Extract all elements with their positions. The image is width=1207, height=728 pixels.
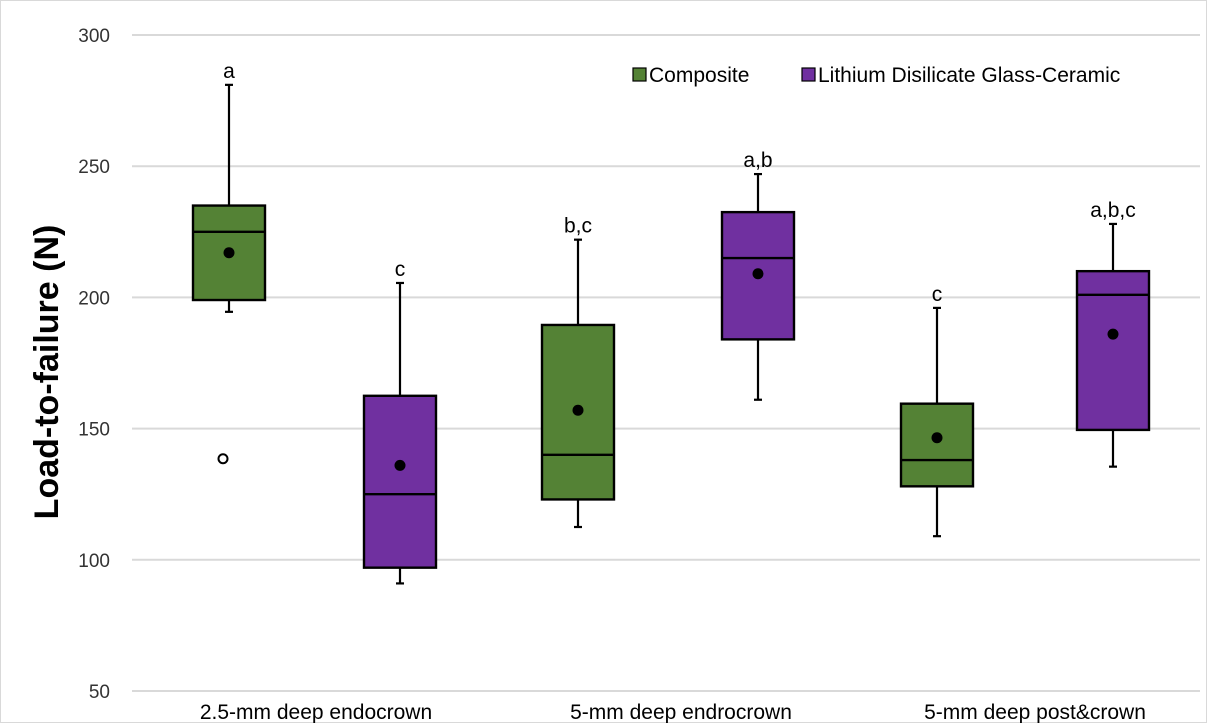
iqr-box xyxy=(362,394,438,569)
y-tick-label: 50 xyxy=(89,682,110,703)
mean-marker xyxy=(394,459,406,471)
y-axis-ticks: 50 100 150 200 250 300 xyxy=(78,26,110,703)
box-composite-1: b,c xyxy=(540,215,616,529)
y-tick-label: 200 xyxy=(78,288,110,309)
x-category-label: 5-mm deep post&crown xyxy=(924,701,1146,723)
mean-marker xyxy=(223,247,235,259)
gridlines xyxy=(132,34,1200,692)
x-axis-category-labels: 2.5-mm deep endocrown 5-mm deep endrocrow… xyxy=(200,701,1146,724)
box-lithium-disilicate-glass-ceramic-1: a,b xyxy=(720,149,796,401)
y-tick-label: 100 xyxy=(78,551,110,572)
legend-label-composite: Composite xyxy=(649,64,749,87)
significance-label: a xyxy=(223,60,235,83)
significance-label: c xyxy=(395,258,406,281)
mean-marker xyxy=(931,432,943,444)
mean-marker xyxy=(572,404,584,416)
y-tick-label: 300 xyxy=(78,26,110,47)
significance-label: a,b,c xyxy=(1090,199,1136,222)
x-category-label: 2.5-mm deep endocrown xyxy=(200,701,432,723)
box-lithium-disilicate-glass-ceramic-0: c xyxy=(362,258,438,585)
y-tick-label: 250 xyxy=(78,157,110,178)
significance-label: a,b xyxy=(743,149,772,172)
y-axis-title: Load-to-failure (N) xyxy=(28,225,66,520)
y-tick-label: 150 xyxy=(78,420,110,441)
legend: Composite Lithium Disilicate Glass-Ceram… xyxy=(632,64,1120,87)
legend-swatch-composite xyxy=(632,67,647,82)
box-composite-0: a xyxy=(191,60,267,465)
iqr-box xyxy=(899,402,975,488)
significance-label: c xyxy=(932,283,943,306)
legend-swatch-lithium-disilicate xyxy=(801,67,816,82)
legend-label-lithium-disilicate: Lithium Disilicate Glass-Ceramic xyxy=(818,64,1120,87)
mean-marker xyxy=(1107,328,1119,340)
significance-label: b,c xyxy=(564,215,592,238)
box-lithium-disilicate-glass-ceramic-2: a,b,c xyxy=(1075,199,1151,468)
outlier-marker xyxy=(217,453,229,465)
box-composite-2: c xyxy=(899,283,975,538)
mean-marker xyxy=(752,268,764,280)
x-category-label: 5-mm deep endrocrown xyxy=(570,701,792,723)
iqr-box xyxy=(1075,269,1151,432)
boxes: a c b,c a,b c a,b,c xyxy=(191,60,1151,585)
